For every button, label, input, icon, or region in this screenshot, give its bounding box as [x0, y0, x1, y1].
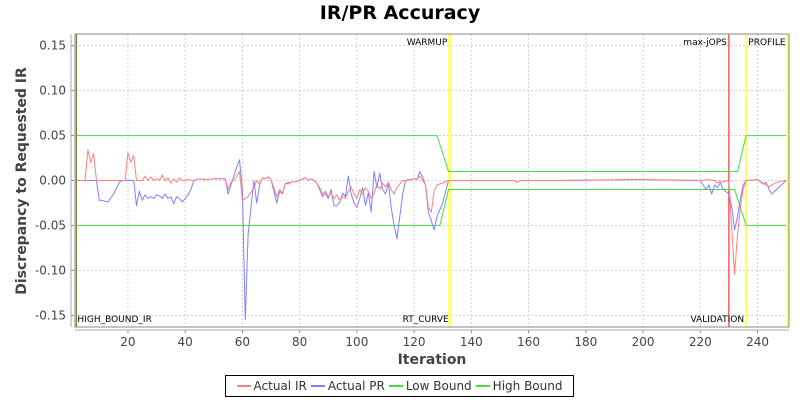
legend-item-high-bound: High Bound	[475, 379, 563, 393]
legend-item-actual-pr: Actual PR	[310, 379, 385, 393]
y-tick-label: -0.15	[35, 308, 66, 322]
y-tick-label: -0.05	[35, 218, 66, 232]
x-tick-label: 60	[235, 335, 250, 349]
x-tick-label: 40	[178, 335, 193, 349]
x-tick-label: 220	[689, 335, 712, 349]
series-actual-ir	[76, 149, 787, 276]
legend-label: High Bound	[492, 379, 563, 393]
legend-label: Actual IR	[253, 379, 307, 393]
y-tick-label: 0.15	[39, 39, 66, 53]
chart-legend: Actual IR Actual PR Low Bound High Bound	[225, 375, 574, 397]
legend-swatch-low-bound	[388, 385, 403, 387]
x-tick-label: 120	[403, 335, 426, 349]
series-actual-pr	[76, 159, 787, 321]
x-tick-label: 200	[632, 335, 655, 349]
legend-label: Actual PR	[327, 379, 385, 393]
marker-label: HIGH_BOUND_IR	[77, 315, 151, 325]
chart-title: IR/PR Accuracy	[319, 2, 481, 24]
marker-label: PROFILE	[748, 38, 786, 48]
legend-item-actual-ir: Actual IR	[236, 379, 307, 393]
legend-swatch-high-bound	[475, 385, 490, 387]
x-tick-label: 80	[292, 335, 307, 349]
series-high-bound	[76, 135, 787, 172]
x-tick-label: 180	[574, 335, 597, 349]
legend-label: Low Bound	[405, 379, 472, 393]
axes: 20 40 60 80 100 120 140 160 180 200 220 240 0.15 0.10…	[35, 34, 789, 349]
x-tick-label: 240	[746, 335, 769, 349]
x-axis-label: Iteration	[398, 352, 467, 368]
y-tick-label: -0.10	[35, 263, 66, 277]
legend-swatch-actual-ir	[236, 385, 251, 387]
y-tick-label: 0.10	[39, 84, 66, 98]
marker-label: WARMUP	[407, 38, 448, 48]
marker-label: max-jOPS	[683, 38, 727, 48]
legend-item-low-bound: Low Bound	[388, 379, 472, 393]
data-series	[76, 135, 787, 321]
y-tick-label: 0.00	[39, 174, 66, 188]
x-tick-label: 160	[517, 335, 540, 349]
legend-swatch-actual-pr	[310, 385, 325, 387]
y-tick-label: 0.05	[39, 129, 66, 143]
x-tick-label: 100	[345, 335, 368, 349]
x-tick-label: 140	[460, 335, 483, 349]
marker-label: VALIDATION	[690, 315, 744, 325]
y-axis-label: Discrepancy to Requested IR	[14, 67, 30, 295]
marker-label: RT_CURVE	[403, 315, 449, 325]
plot-border	[74, 33, 790, 328]
x-tick-label: 20	[120, 335, 135, 349]
